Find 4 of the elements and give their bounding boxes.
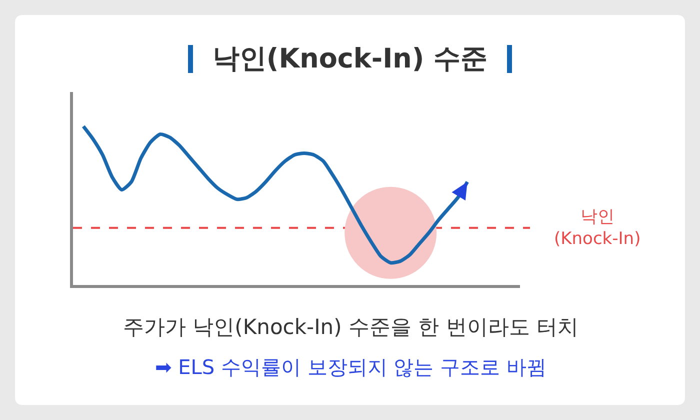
text: ➡ ELS 수익률이 보장되지 않는 구조로 바뀜 <box>155 355 546 379</box>
text: 주가가 낙인(Knock-In) 수준을 한 번이라도 터치 <box>123 315 578 339</box>
ref-line-label: 낙인 (Knock-In) <box>554 207 641 250</box>
chart-title: 낙인(Knock-In) 수준 <box>212 43 488 74</box>
